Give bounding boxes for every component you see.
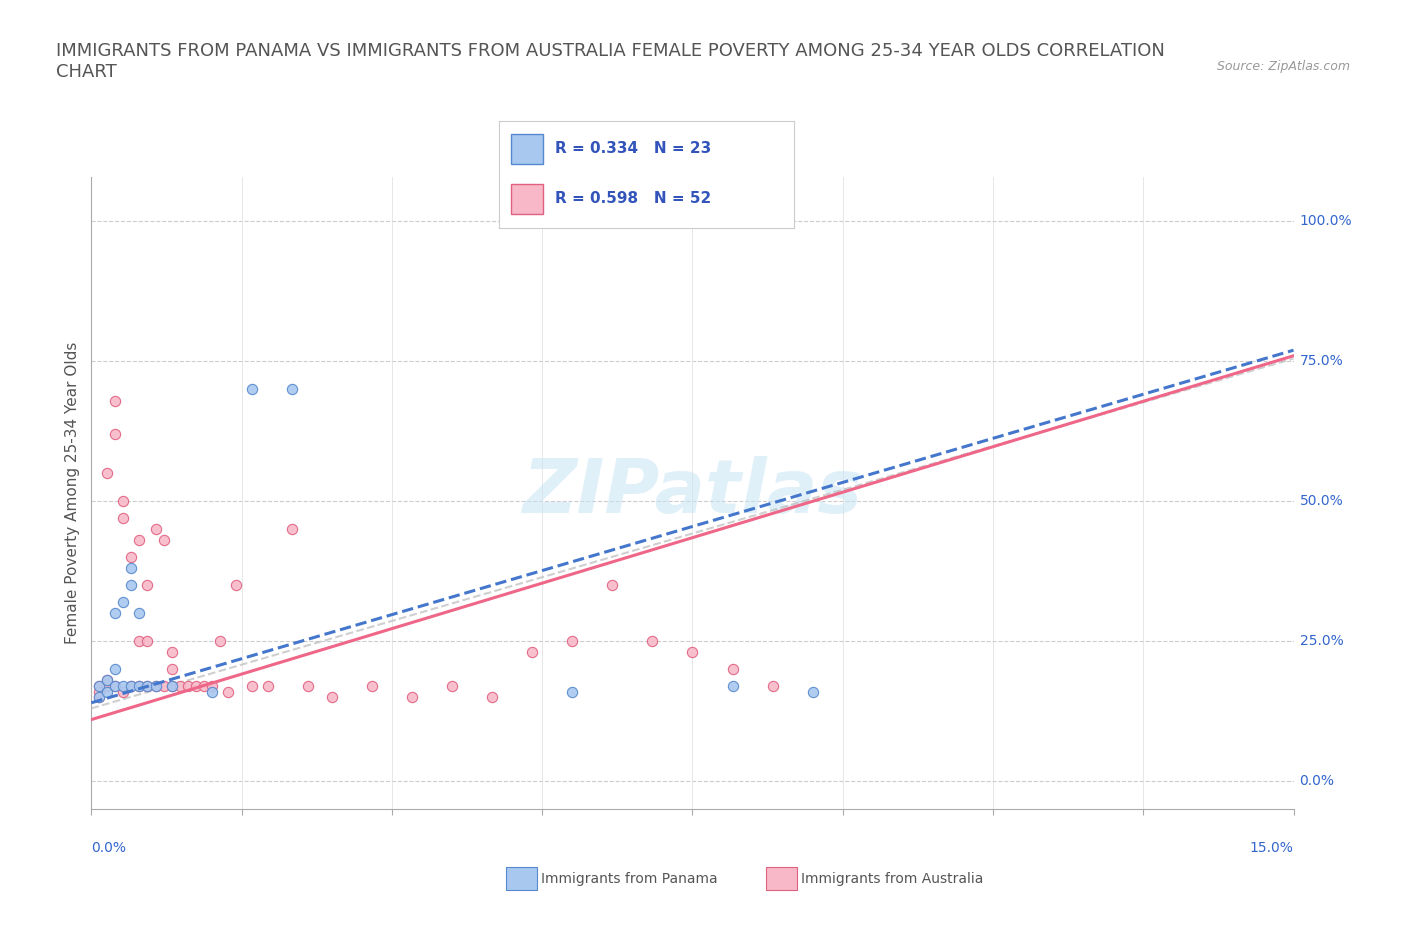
Point: [721, 679, 744, 694]
Point: [121, 679, 143, 694]
Point: [208, 633, 231, 648]
Bar: [510, 134, 543, 164]
Text: 75.0%: 75.0%: [1299, 354, 1343, 368]
Point: [602, 578, 624, 592]
Point: [440, 679, 463, 694]
Point: [136, 633, 159, 648]
Y-axis label: Female Poverty Among 25-34 Year Olds: Female Poverty Among 25-34 Year Olds: [65, 341, 80, 644]
Point: [145, 679, 167, 694]
Point: [121, 679, 143, 694]
Point: [160, 662, 183, 677]
Point: [104, 679, 127, 694]
Text: 0.0%: 0.0%: [1299, 774, 1334, 788]
Point: [112, 494, 135, 509]
Point: [96, 466, 118, 481]
Point: [89, 684, 111, 699]
Text: 0.0%: 0.0%: [91, 841, 127, 855]
Point: [256, 679, 278, 694]
Point: [128, 679, 150, 694]
Point: [104, 662, 127, 677]
Point: [721, 662, 744, 677]
Point: [240, 679, 263, 694]
Text: 25.0%: 25.0%: [1299, 634, 1343, 648]
Point: [96, 684, 118, 699]
Point: [225, 578, 247, 592]
Point: [136, 679, 159, 694]
Text: Immigrants from Australia: Immigrants from Australia: [801, 871, 984, 886]
Point: [89, 690, 111, 705]
Point: [193, 679, 215, 694]
Point: [128, 605, 150, 620]
Point: [145, 522, 167, 537]
Point: [128, 679, 150, 694]
Point: [152, 679, 174, 694]
Text: 50.0%: 50.0%: [1299, 494, 1343, 509]
Text: IMMIGRANTS FROM PANAMA VS IMMIGRANTS FROM AUSTRALIA FEMALE POVERTY AMONG 25-34 Y: IMMIGRANTS FROM PANAMA VS IMMIGRANTS FRO…: [56, 42, 1166, 81]
Point: [281, 522, 304, 537]
Point: [121, 578, 143, 592]
Point: [128, 533, 150, 548]
Point: [481, 690, 503, 705]
Point: [160, 679, 183, 694]
Point: [112, 684, 135, 699]
Point: [281, 382, 304, 397]
Point: [89, 679, 111, 694]
Point: [169, 679, 191, 694]
Point: [201, 679, 224, 694]
Point: [217, 684, 239, 699]
Point: [184, 679, 207, 694]
Point: [176, 679, 198, 694]
Text: Source: ZipAtlas.com: Source: ZipAtlas.com: [1216, 60, 1350, 73]
Text: ZIPatlas: ZIPatlas: [523, 457, 862, 529]
Text: Immigrants from Panama: Immigrants from Panama: [541, 871, 718, 886]
Point: [801, 684, 824, 699]
Point: [121, 561, 143, 576]
Point: [136, 679, 159, 694]
Point: [152, 533, 174, 548]
Bar: [510, 184, 543, 214]
Point: [160, 679, 183, 694]
Point: [104, 679, 127, 694]
Point: [401, 690, 423, 705]
Text: R = 0.598   N = 52: R = 0.598 N = 52: [555, 192, 711, 206]
Point: [360, 679, 382, 694]
Point: [104, 605, 127, 620]
Point: [136, 578, 159, 592]
Point: [522, 645, 544, 660]
Point: [96, 673, 118, 688]
Point: [681, 645, 703, 660]
Text: R = 0.334   N = 23: R = 0.334 N = 23: [555, 141, 711, 156]
Point: [104, 427, 127, 442]
Point: [201, 684, 224, 699]
Point: [297, 679, 319, 694]
Point: [641, 633, 664, 648]
Point: [160, 645, 183, 660]
Point: [561, 633, 583, 648]
Point: [145, 679, 167, 694]
Point: [112, 511, 135, 525]
Point: [321, 690, 343, 705]
Point: [112, 679, 135, 694]
Point: [96, 673, 118, 688]
Point: [104, 393, 127, 408]
Point: [762, 679, 785, 694]
Text: 15.0%: 15.0%: [1250, 841, 1294, 855]
Point: [240, 382, 263, 397]
Point: [89, 690, 111, 705]
Point: [128, 633, 150, 648]
Point: [89, 679, 111, 694]
Text: 100.0%: 100.0%: [1299, 215, 1353, 229]
Point: [112, 594, 135, 609]
Point: [96, 679, 118, 694]
Point: [121, 550, 143, 565]
Point: [561, 684, 583, 699]
